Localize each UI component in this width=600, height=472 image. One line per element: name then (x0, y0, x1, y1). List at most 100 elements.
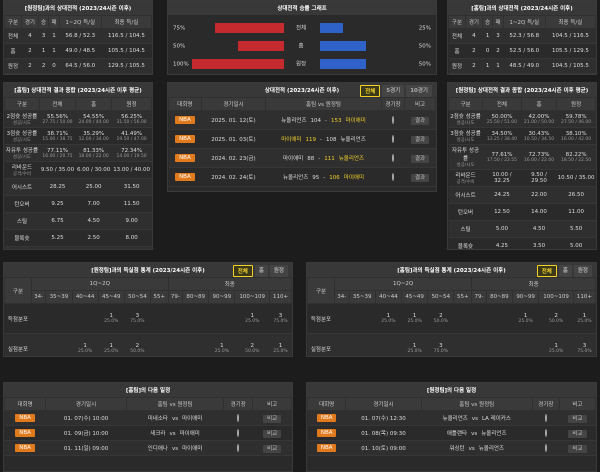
button[interactable]: 비교 (263, 430, 282, 438)
tab[interactable]: 전체 (232, 265, 253, 277)
stadium-icon (391, 135, 394, 143)
header-cell: 최종 득/실 (544, 15, 596, 29)
cell-text: 2 (28, 63, 32, 69)
header-cell: 전체 (482, 97, 522, 111)
button[interactable]: 결과 (410, 136, 430, 144)
row: 자유투 성공률 성공/시도 77.11% 16.00 / 20.75 81.33% 18.… (4, 144, 152, 162)
row: 득점분포 1 25.0% 1 25.0% 2 50.0% 1 25.0% 2 50.0% 1 25.0% (307, 303, 596, 334)
cell: 28.25 (39, 178, 76, 196)
stadium-icon (391, 116, 394, 124)
cell: 결과 (404, 167, 436, 187)
tab[interactable]: 5경기 (382, 85, 405, 97)
row: NBA 01. 07(수) 12:30 뉴올리언즈 vs LA 레이커스 비교 (307, 410, 596, 426)
panel-title: [홈팀]의 다음 일정 (125, 388, 171, 394)
button[interactable]: 결과 (410, 117, 430, 125)
cell-text: 마이애미 (343, 175, 365, 181)
cell-text: 스틸 (460, 227, 471, 233)
cell-text: 75.0% (577, 349, 592, 354)
cell: 9.50 / 35.00 (39, 161, 76, 179)
button[interactable]: 비교 (263, 445, 282, 453)
button[interactable]: 비교 (568, 430, 587, 438)
cell-text: 34.50% (491, 130, 513, 137)
cell: 13.00 / 40.00 (111, 161, 152, 179)
cell-text: LA 레이커스 (481, 416, 511, 422)
header-cell: 구분 (4, 277, 32, 304)
cell-text: vs (172, 416, 179, 422)
header-cell: 100~109 (538, 290, 574, 304)
cell (150, 333, 169, 356)
cell-text: 자유투 성공률 (5, 148, 38, 154)
header-cell: 구분 (448, 97, 484, 111)
cell-text: 18.00 / 22.00 (78, 153, 109, 159)
cell: 뉴올리언즈 104-153 마이애미 (265, 110, 382, 130)
tab[interactable]: 원정 (269, 265, 288, 277)
cell-text: 64.5 / 56.0 (65, 63, 96, 69)
button[interactable]: 결과 (410, 155, 430, 163)
cell-text: 25.0% (577, 319, 592, 324)
header-cell: 비고 (558, 397, 596, 411)
cell: 비교 (559, 425, 596, 441)
cell: 1 25.0% (269, 333, 292, 356)
cell-text: 72.34% (121, 147, 143, 154)
cell-text: 3 (582, 343, 587, 349)
cell: 홈 (4, 43, 22, 59)
panel-header: [원정팀]의 다음 일정 (307, 383, 596, 397)
cell: 1 25.0% (375, 303, 402, 334)
tab[interactable]: 전체 (360, 85, 381, 97)
cell-text: 59.78% (565, 113, 587, 120)
cell-text: 25.0% (77, 349, 93, 354)
panel-header: [원정팀]과의 득실점 통계 (2023/24시즌 이후) 전체 홈 원정 (4, 263, 292, 277)
cell: 01. 09(금) 10:00 (45, 425, 127, 441)
cell-text: 01. 07(수) 10:00 (63, 416, 109, 422)
cell: 9.25 (39, 195, 76, 213)
cell-text: 50.00% (491, 113, 513, 120)
row: 리바운드 공격/수비 10.00 / 32.25 9.50 / 29.50 10.50 … (448, 169, 596, 187)
header-cell: 45~49 (401, 290, 429, 304)
header-cell: 대회명 (4, 397, 47, 411)
button[interactable]: 비교 (568, 445, 587, 453)
cell: 6.00 / 30.00 (75, 161, 112, 179)
cell (182, 303, 209, 334)
cell-text: 01. 11(일) 09:00 (63, 446, 109, 452)
tab[interactable]: 10경기 (406, 85, 432, 97)
table: 구분 전체 홈 원정 2점슛 성공률 성공/시도 55.56% 27.75 / 50.00 54… (4, 97, 152, 249)
cell (72, 303, 99, 334)
cell: 리바운드 공격/수비 (4, 161, 40, 179)
tab[interactable]: 원정 (573, 265, 592, 277)
cell-text: 111 (324, 156, 335, 162)
button[interactable]: 비교 (263, 415, 282, 423)
button[interactable]: 비교 (568, 415, 587, 423)
cell: 4.50 (521, 220, 557, 238)
cell-text: 1 (412, 343, 417, 349)
row: 실점분포 1 25.0% 3 75.0% 1 25.0% 3 75.0% (307, 333, 596, 356)
button[interactable]: 결과 (410, 174, 430, 182)
cell-text: 13.25 / 38.40 (486, 136, 518, 142)
cell: 블록슛 (448, 237, 483, 249)
tab[interactable]: 홈 (254, 265, 268, 277)
cell-text: 2025. 01. 03(토) (211, 137, 256, 143)
cell-text: 75.0% (433, 349, 449, 354)
cell-text: 108 (325, 137, 337, 143)
cell-text: 애틀랜타 (446, 431, 468, 437)
cell: 9.00 (111, 212, 152, 230)
tab[interactable]: 홈 (558, 265, 572, 277)
cell: 1 (482, 58, 493, 74)
row: 실점분포 1 25.0% 1 25.0% 2 50.0% 1 25.0% 2 50.0% 1 25.0% (4, 333, 292, 356)
header-cell: 패 (48, 15, 60, 29)
row: 홈 2 1 1 49.0 / 48.5 105.5 / 104.5 (4, 43, 152, 59)
table: 구분 경기 승 패 1~2Q 득/실 최종 득/실 전체 4 3 1 56.8 / 52.3 116.… (4, 15, 152, 74)
header-row: 구분 전체 홈 원정 (4, 97, 152, 111)
cell-text: 1 (496, 63, 500, 69)
cell-text: 22.00 (531, 192, 547, 198)
cell-text: 14.00 (531, 209, 547, 215)
cell-text: 마이애미 (182, 416, 203, 422)
cell: 82.22% 18.50 / 22.50 (556, 144, 596, 170)
cell: 파울 (4, 246, 40, 249)
header-cell: 110+ (269, 290, 292, 304)
header-row: 구분 1Q~2Q 최종 (4, 277, 292, 304)
cell-text: 88 (307, 156, 315, 162)
cell-text: 1 (41, 48, 46, 54)
cell-text: 54.55% (83, 113, 105, 120)
cell: 원정 (4, 58, 22, 74)
tab[interactable]: 전체 (536, 265, 557, 277)
